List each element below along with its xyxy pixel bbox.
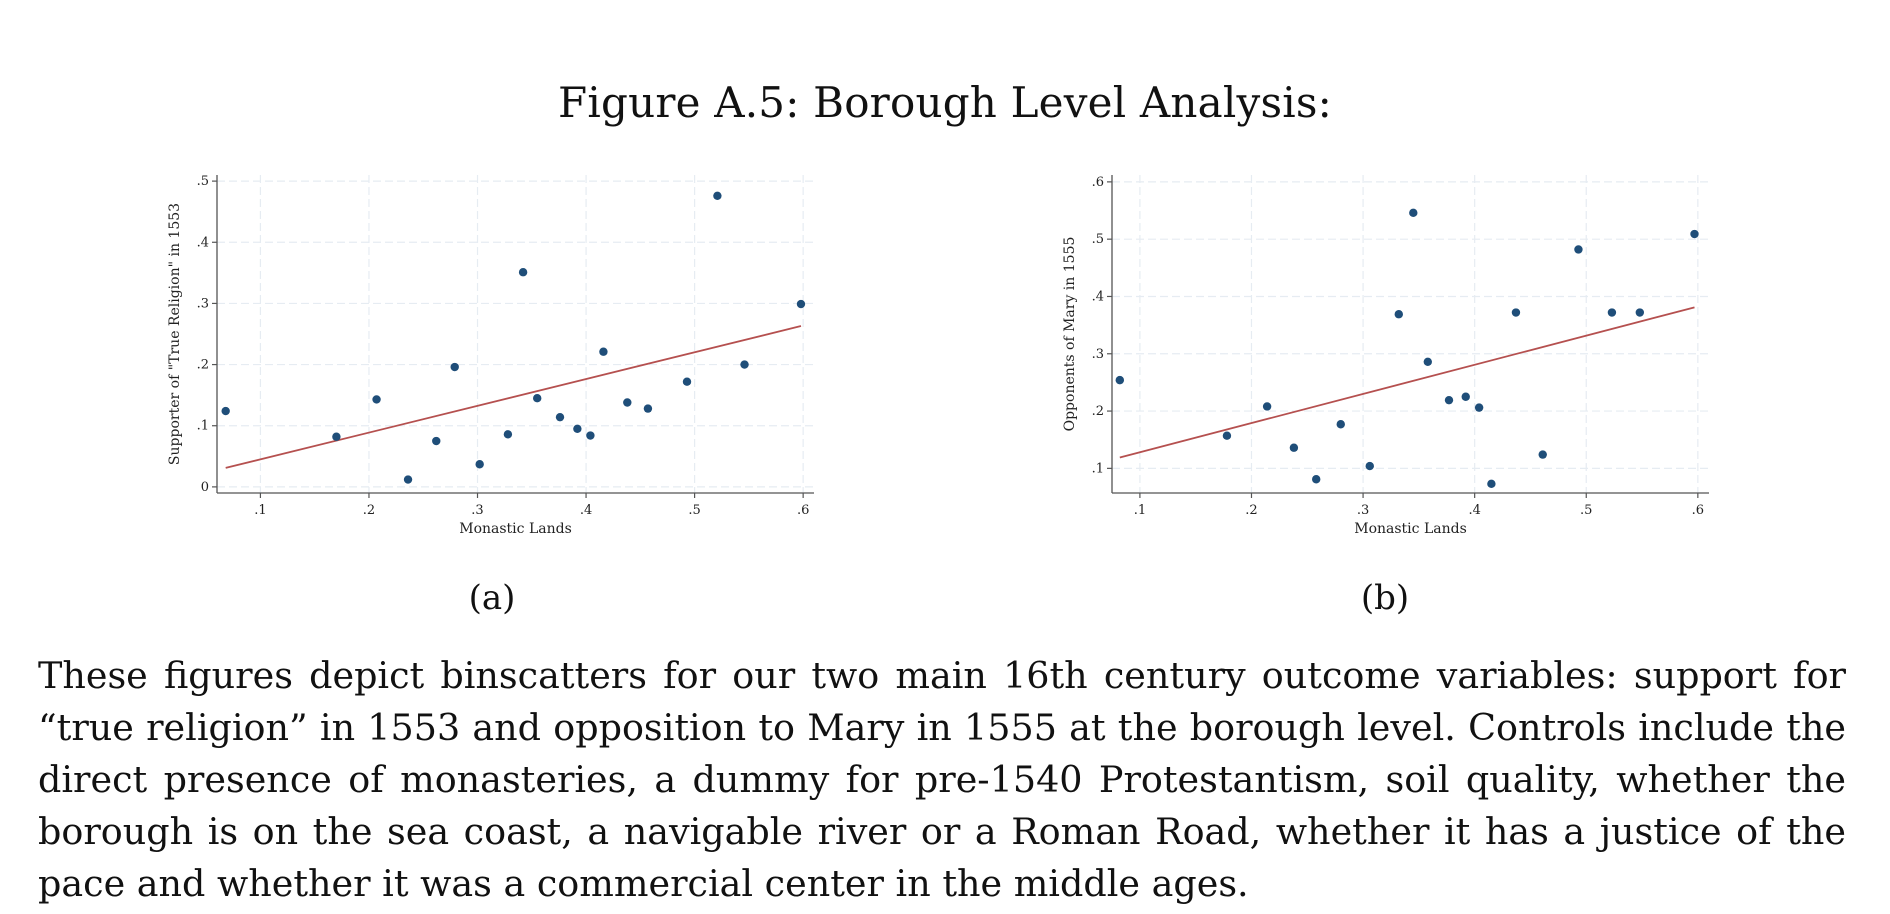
data-point [1474, 403, 1484, 412]
y-tick-label: .2 [197, 358, 209, 373]
data-point [586, 431, 595, 440]
x-tick-label: .3 [1357, 503, 1369, 518]
data-point [623, 398, 632, 407]
figure-caption: These figures depict binscatters for our… [38, 654, 1846, 905]
x-tick-label: .6 [797, 503, 809, 518]
scatter-chart-a: 0 .1 .2 .3 .4 .5 .1 .2 .3 .4 .5 .6 Monastic Lands Sup… [167, 174, 814, 537]
x-tick-label: .1 [254, 503, 266, 518]
y-tick-label: .3 [1092, 347, 1104, 362]
x-tick-label: .1 [1134, 503, 1146, 518]
data-point [1409, 208, 1418, 218]
data-point [475, 460, 484, 469]
data-point [1262, 402, 1272, 411]
y-tick-label: .2 [1092, 404, 1104, 419]
data-point [1289, 443, 1299, 452]
x-tick-label: .3 [471, 503, 483, 518]
data-point [503, 430, 513, 439]
x-tick-label: .4 [1468, 503, 1480, 518]
data-point [643, 404, 653, 413]
data-point [1511, 308, 1521, 317]
x-tick-label: .5 [688, 503, 700, 518]
data-point [1222, 431, 1232, 440]
x-axis-title: Monastic Lands [1354, 521, 1467, 537]
data-point [332, 432, 341, 441]
data-point [713, 191, 722, 200]
data-point [1423, 357, 1432, 366]
fit-line [1119, 306, 1695, 459]
data-point [432, 436, 441, 446]
data-point [1487, 479, 1496, 489]
data-point [1635, 308, 1645, 317]
y-axis-title: Opponents of Mary in 1555 [1062, 237, 1078, 432]
data-point [1574, 245, 1583, 254]
data-point [1538, 450, 1547, 459]
x-tick-label: .5 [1580, 503, 1592, 518]
y-tick-label: .5 [197, 174, 209, 189]
y-tick-label: .4 [1092, 289, 1104, 304]
scatter-chart-b: .1 .2 .3 .4 .5 .6 .1 .2 .3 .4 .5 .6 Monastic Lands Op… [1062, 175, 1709, 537]
y-tick-label: 0 [201, 480, 209, 495]
data-point [372, 395, 381, 404]
data-point [403, 475, 413, 484]
y-tick-label: .6 [1092, 175, 1104, 190]
data-point [1365, 461, 1374, 471]
x-tick-label: .6 [1692, 503, 1704, 518]
y-axis-title: Supporter of "True Religion" in 1553 [167, 203, 183, 465]
data-point [450, 362, 459, 372]
data-point [1115, 375, 1125, 385]
data-point [796, 299, 806, 309]
data-point [555, 412, 565, 422]
data-point [1336, 420, 1345, 429]
y-tick-label: .1 [197, 419, 209, 434]
figure-title: Figure A.5: Borough Level Analysis: [558, 78, 1332, 127]
data-point [573, 424, 582, 433]
data-point [533, 394, 542, 403]
data-point [518, 268, 528, 277]
data-point [599, 347, 608, 356]
subfigure-label-a: (a) [468, 578, 516, 618]
data-point [1394, 310, 1403, 319]
data-point [740, 360, 749, 369]
data-point [1444, 395, 1454, 405]
x-axis-title: Monastic Lands [459, 521, 572, 537]
data-point [1690, 229, 1699, 239]
data-point [1461, 392, 1470, 401]
data-point [221, 406, 230, 416]
y-tick-label: .4 [197, 235, 209, 250]
data-point [1607, 308, 1617, 317]
fit-line [225, 325, 802, 469]
x-tick-label: .2 [1245, 503, 1257, 518]
data-point [682, 377, 692, 386]
y-tick-label: .5 [1092, 232, 1104, 247]
data-point [1312, 475, 1321, 484]
y-tick-label: .3 [197, 296, 209, 311]
x-tick-label: .2 [363, 503, 375, 518]
x-tick-label: .4 [580, 503, 592, 518]
y-tick-label: .1 [1092, 461, 1104, 476]
subfigure-label-b: (b) [1360, 578, 1410, 618]
